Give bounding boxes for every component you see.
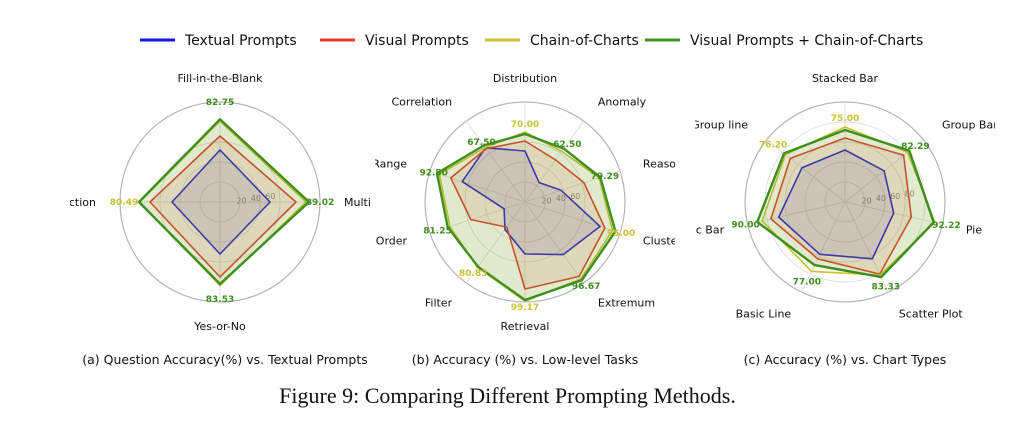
legend-label-chain-of-charts: Chain-of-Charts (530, 33, 639, 49)
legend-label-textual-prompts: Textual Prompts (184, 33, 297, 49)
value-annotation: 92.50 (419, 168, 447, 178)
value-annotation: 82.75 (206, 98, 234, 108)
value-annotation: 70.00 (511, 120, 539, 130)
axis-label-yes-or-no: Yes-or-No (193, 320, 246, 333)
axis-label-error-correction: Error-Correction (70, 196, 96, 209)
series-polygon-chain-of-charts (438, 131, 614, 302)
axis-spoke-anomaly (524, 120, 585, 203)
value-annotation: 95.00 (607, 229, 635, 239)
value-annotation: 80.83 (459, 269, 487, 279)
value-annotation: 92.22 (932, 221, 960, 231)
axis-label-distribution: Distribution (493, 72, 557, 85)
axis-spoke-basic-bar (747, 201, 846, 225)
value-annotation: 99.17 (511, 303, 539, 313)
axis-spoke-range (429, 170, 526, 203)
value-annotation: 96.67 (572, 282, 600, 292)
value-annotation: 80.49 (110, 198, 138, 208)
legend-label-visual-prompts: Visual Prompts (365, 33, 469, 49)
radar-chart-chart-types: 20 40 60 80 Stacked Bar Group Bar Pie Scatter P… (695, 72, 995, 321)
subplot-caption-b: (b) Accuracy (%) vs. Low-level Tasks (411, 352, 639, 367)
series-polygon-visual-prompts-chain-of-charts (435, 132, 617, 302)
axis-label-pie: Pie (966, 224, 982, 237)
axis-label-retrieval: Retrieval (501, 320, 550, 333)
series-polygon-visual-prompts (149, 135, 297, 278)
axis-label-stacked-bar: Stacked Bar (812, 72, 879, 85)
radial-tick-label-60: 60 (265, 192, 275, 201)
series-polygon-textual-prompts (171, 149, 271, 255)
radar-chart-question-accuracy: 20 40 60 Fill-in-the-Blank Multiple-Choice Ye… (70, 72, 370, 333)
value-annotation: 89.02 (306, 198, 334, 208)
series-polygon-visual-prompts-chain-of-charts (756, 128, 935, 279)
axis-spoke-basic-line (801, 201, 846, 293)
axis-label-correlation: Correlation (391, 96, 452, 109)
value-annotation: 79.29 (591, 172, 619, 182)
value-annotation: 67.50 (467, 138, 495, 148)
radial-tick-label-20: 20 (861, 197, 871, 206)
radial-tick-label-20: 20 (236, 197, 246, 206)
value-annotation: 82.29 (901, 142, 929, 152)
value-annotation: 83.33 (872, 283, 900, 293)
axis-label-reasoning: Reasoning (643, 158, 675, 171)
axis-label-basic-line: Basic Line (736, 308, 792, 321)
radar-chart-low-level-tasks: 20 40 60 Distribution Anomaly Reasoning Cluste… (375, 72, 675, 333)
series-polygon-textual-prompts (461, 147, 601, 256)
axis-label-multiple-choice: Multiple-Choice (344, 196, 370, 209)
value-annotation: 76.20 (759, 141, 787, 151)
value-annotation: 75.00 (831, 114, 859, 124)
axis-label-group-line: Group line (695, 119, 748, 132)
axis-label-filter: Filter (425, 296, 453, 309)
axis-spoke-group-line (766, 139, 846, 203)
radial-tick-label-40: 40 (251, 194, 261, 203)
axis-label-cluster: Cluster (643, 234, 675, 247)
value-annotation: 77.00 (793, 277, 821, 287)
axis-label-basic-bar: Basic Bar (695, 224, 725, 237)
axis-label-group-bar: Group Bar (942, 119, 995, 132)
series-polygon-visual-prompts (450, 140, 606, 290)
value-annotation: 62.50 (553, 140, 581, 150)
radial-tick-label-40: 40 (876, 194, 886, 203)
series-polygon-chain-of-charts (761, 126, 936, 276)
radial-tick-label-60: 60 (890, 192, 900, 201)
axis-label-extremum: Extremum (598, 296, 655, 309)
axis-label-range: Range (375, 158, 407, 171)
radial-tick-label-20: 20 (541, 197, 551, 206)
figure-title: Figure 9: Comparing Different Prompting … (279, 383, 736, 408)
subplot-caption-a: (a) Question Accuracy(%) vs. Textual Pro… (82, 352, 368, 367)
series-polygon-textual-prompts (777, 149, 895, 260)
radial-tick-label-40: 40 (556, 194, 566, 203)
series-polygon-visual-prompts-chain-of-charts (137, 118, 311, 286)
axis-spoke-order (429, 201, 526, 234)
axis-label-anomaly: Anomaly (598, 96, 647, 109)
value-annotation: 83.53 (206, 295, 234, 305)
radial-tick-label-60: 60 (570, 192, 580, 201)
chart-legend: Textual Prompts Visual Prompts Chain-of-Ch… (140, 33, 923, 49)
axis-spoke-correlation (465, 120, 526, 203)
axis-spoke-extremum (524, 201, 585, 284)
axis-label-fill-in-the-blank: Fill-in-the-Blank (178, 72, 264, 85)
axis-spoke-reasoning (524, 170, 621, 203)
legend-label-visual-prompts-chain-of-charts: Visual Prompts + Chain-of-Charts (690, 33, 923, 49)
axis-label-scatter-plot: Scatter Plot (899, 308, 964, 321)
series-polygon-visual-prompts (770, 137, 913, 275)
axis-spoke-filter (465, 201, 526, 284)
axis-label-order: Order (376, 234, 408, 247)
value-annotation: 81.25 (423, 226, 451, 236)
value-annotation: 90.00 (731, 221, 759, 231)
radial-tick-label-80: 80 (905, 189, 915, 198)
subplot-caption-c: (c) Accuracy (%) vs. Chart Types (743, 352, 947, 367)
